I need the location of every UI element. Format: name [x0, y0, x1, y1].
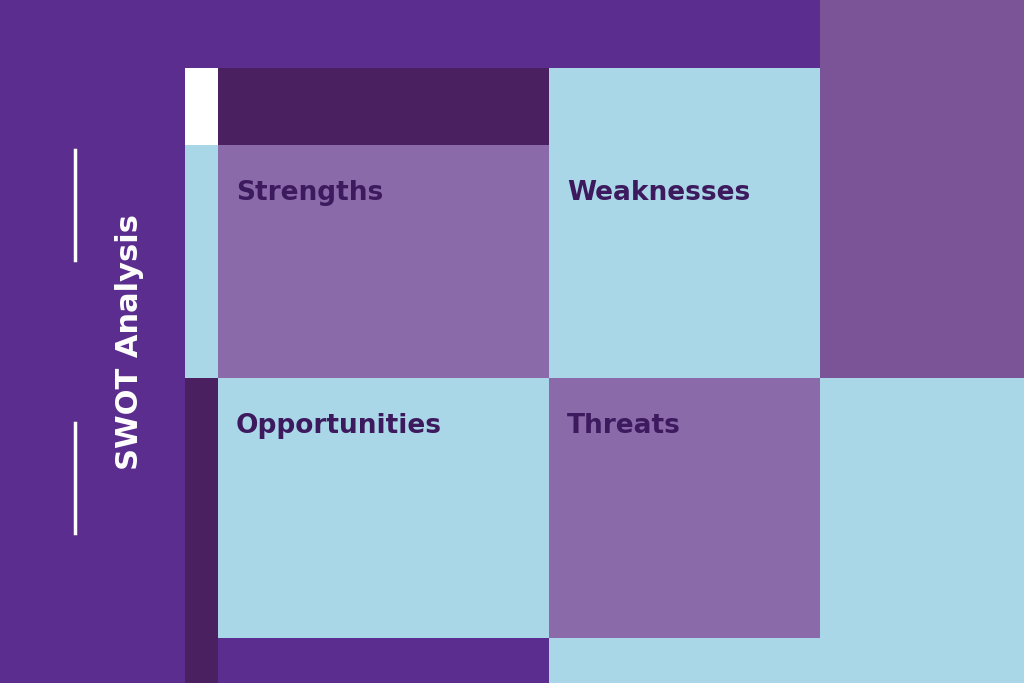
Text: Threats: Threats: [567, 413, 681, 439]
Bar: [218, 145, 549, 378]
Bar: [185, 378, 218, 638]
Text: SWOT Analysis: SWOT Analysis: [116, 214, 144, 469]
Bar: [218, 378, 549, 638]
Bar: [185, 378, 218, 683]
Bar: [549, 145, 820, 378]
Bar: [549, 378, 820, 638]
Bar: [820, 0, 1024, 378]
Bar: [185, 145, 218, 378]
Text: Opportunities: Opportunities: [236, 413, 442, 439]
Bar: [549, 68, 820, 145]
Bar: [218, 68, 549, 145]
Text: Strengths: Strengths: [236, 180, 383, 206]
Bar: [549, 378, 1024, 683]
Bar: [185, 68, 218, 145]
Text: Weaknesses: Weaknesses: [567, 180, 751, 206]
